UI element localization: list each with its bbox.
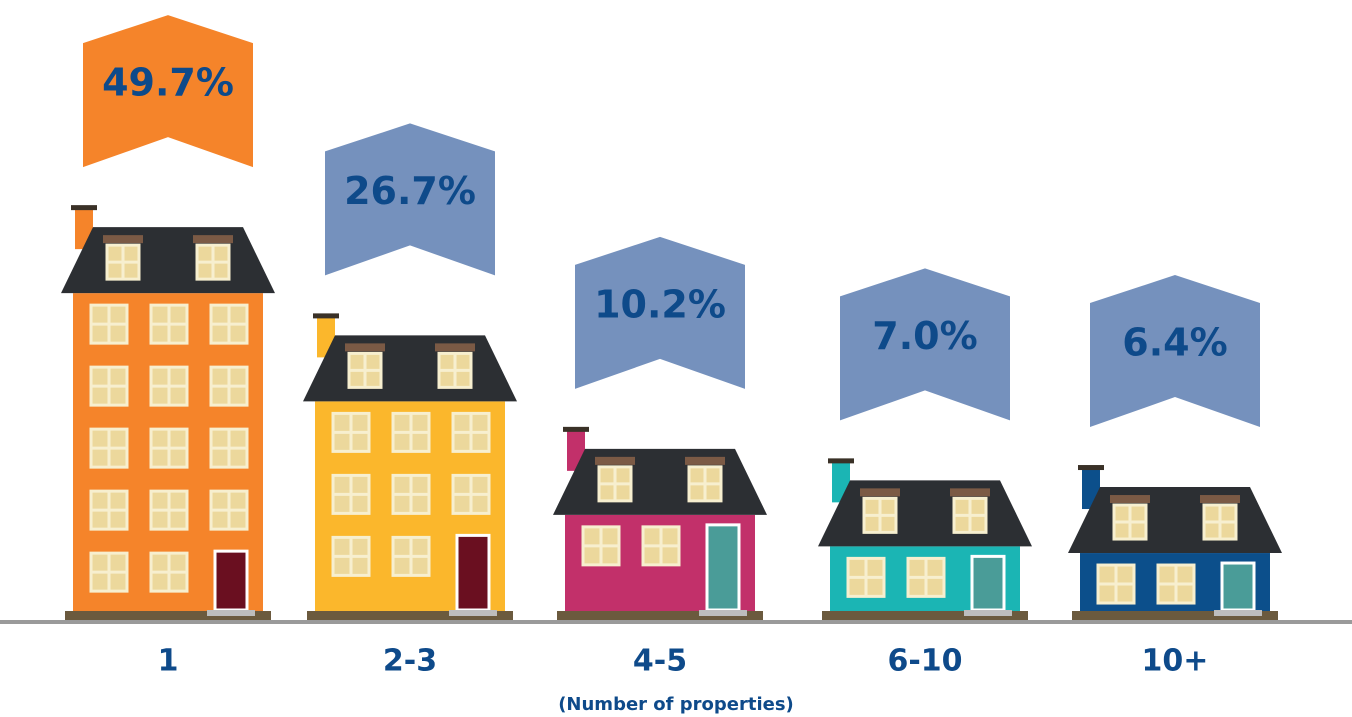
door (705, 523, 741, 612)
roof (1068, 487, 1282, 554)
value-label: 26.7% (344, 169, 476, 213)
house-base (557, 611, 763, 620)
x-tick-label: 6-10 (887, 644, 962, 679)
step (449, 610, 497, 616)
chimney-cap (828, 458, 854, 464)
dormer-cap (345, 343, 385, 352)
chimney-cap (313, 313, 339, 319)
banner (325, 123, 495, 276)
step (207, 610, 255, 616)
banner (840, 268, 1010, 421)
step (964, 610, 1012, 616)
house-base (65, 611, 271, 620)
dormer-cap (1200, 495, 1240, 504)
house-base (307, 611, 513, 620)
house-base (822, 611, 1028, 620)
dormer-cap (1110, 495, 1150, 504)
roof (303, 335, 517, 402)
chimney-cap (1078, 465, 1104, 471)
step (1214, 610, 1262, 616)
dormer-cap (435, 343, 475, 352)
x-tick-label: 1 (158, 644, 179, 679)
dormer-cap (103, 235, 143, 244)
banner (575, 236, 745, 389)
dormer-cap (685, 456, 725, 465)
dormer-cap (950, 488, 990, 497)
value-label: 49.7% (102, 61, 234, 105)
x-tick-label: 2-3 (383, 644, 437, 679)
door (970, 554, 1006, 612)
door (455, 533, 491, 612)
chimney-cap (71, 205, 97, 211)
roof (61, 227, 275, 294)
house-base (1072, 611, 1278, 620)
x-tick-label: 10+ (1142, 644, 1209, 679)
banner (1090, 275, 1260, 428)
step (699, 610, 747, 616)
chimney-cap (563, 426, 589, 432)
roof (553, 448, 767, 515)
dormer-cap (193, 235, 233, 244)
dormer-cap (860, 488, 900, 497)
value-label: 6.4% (1122, 321, 1227, 365)
door (1220, 561, 1256, 612)
roof (818, 480, 1032, 547)
x-tick-label: 4-5 (633, 644, 687, 679)
value-label: 7.0% (872, 314, 977, 358)
value-label: 10.2% (594, 282, 726, 326)
door (213, 549, 249, 612)
dormer-cap (595, 456, 635, 465)
x-axis-label: (Number of properties) (558, 694, 794, 715)
banner (83, 15, 253, 168)
